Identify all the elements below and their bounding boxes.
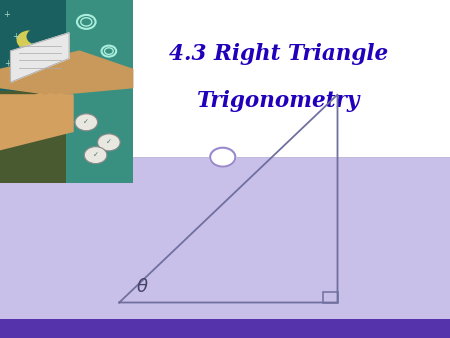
- Text: θ: θ: [136, 278, 147, 296]
- Ellipse shape: [34, 93, 46, 104]
- Text: Trigonometry: Trigonometry: [197, 90, 361, 113]
- Bar: [0, 0, 67, 91]
- Bar: [67, 91, 133, 183]
- Text: +: +: [4, 59, 11, 68]
- Circle shape: [98, 134, 120, 151]
- Bar: [0, 319, 450, 338]
- Circle shape: [84, 147, 107, 164]
- Bar: [67, 0, 133, 91]
- Text: 4.3 Right Triangle: 4.3 Right Triangle: [170, 43, 388, 65]
- Text: ✓: ✓: [93, 152, 99, 158]
- Bar: [0, 157, 450, 319]
- Bar: [0, 0, 133, 183]
- Circle shape: [17, 31, 41, 49]
- Text: ✓: ✓: [106, 139, 112, 145]
- Ellipse shape: [55, 93, 67, 104]
- Text: +: +: [13, 32, 19, 41]
- Text: ✓: ✓: [83, 119, 89, 125]
- Polygon shape: [11, 33, 69, 82]
- Bar: [0, 91, 67, 183]
- Text: +: +: [23, 65, 30, 74]
- Text: +: +: [3, 10, 10, 19]
- Bar: [0, 0, 450, 157]
- Circle shape: [209, 147, 237, 168]
- Ellipse shape: [45, 93, 56, 104]
- Bar: [323, 292, 338, 303]
- Circle shape: [75, 114, 98, 131]
- Polygon shape: [0, 95, 73, 150]
- Polygon shape: [0, 51, 133, 95]
- Circle shape: [27, 29, 47, 44]
